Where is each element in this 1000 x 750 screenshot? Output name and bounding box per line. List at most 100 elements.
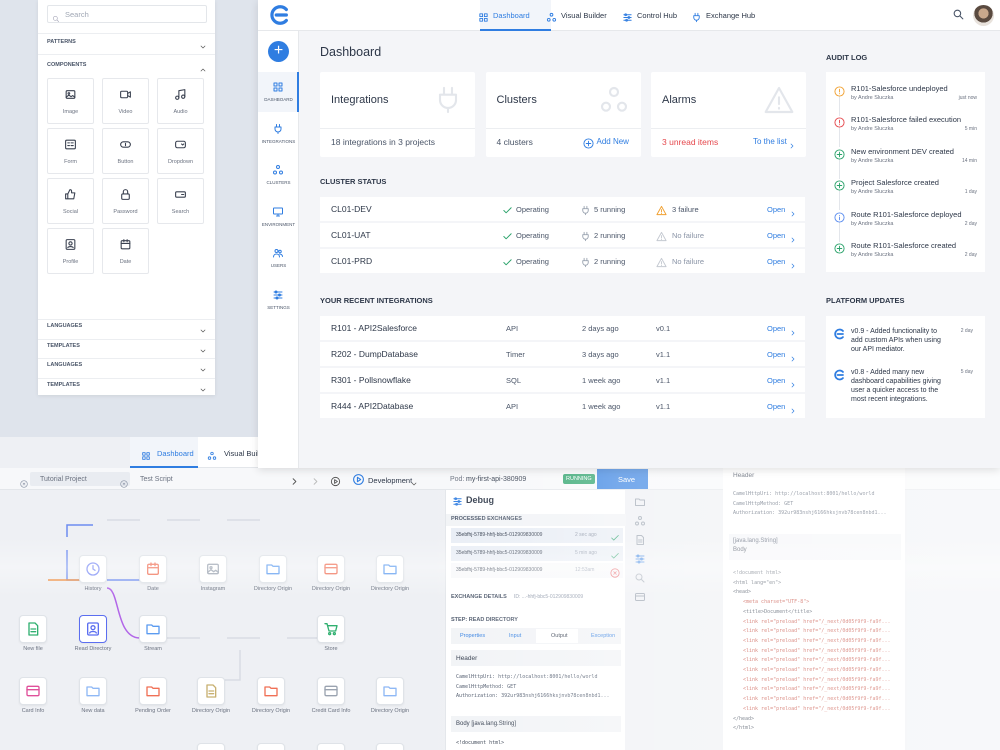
section-title[interactable]: PATTERNS — [47, 39, 76, 45]
component-tile[interactable] — [47, 178, 94, 224]
open-link[interactable]: Open — [767, 231, 786, 240]
nav-tab[interactable]: Exchange Hub — [706, 11, 756, 20]
open-link[interactable]: Open — [767, 376, 786, 385]
icon-part — [65, 239, 76, 250]
project-tab-label[interactable]: Test Script — [140, 476, 173, 483]
icon-part — [600, 86, 627, 112]
detail-tab[interactable]: Input — [509, 633, 522, 639]
icon-part — [834, 180, 845, 191]
icon-part — [635, 593, 645, 601]
nav-tab[interactable]: Dashboard — [493, 11, 530, 20]
icon-part — [26, 685, 40, 697]
section-title[interactable]: TEMPLATES — [47, 381, 80, 388]
icon-part — [278, 250, 282, 254]
node-icon — [323, 621, 339, 637]
search-placeholder: Search — [65, 10, 89, 19]
section-title[interactable]: LANGUAGES — [47, 362, 83, 368]
card-title: Integrations — [331, 94, 389, 106]
sidebar-icon — [272, 246, 284, 258]
icon-part — [834, 117, 845, 128]
icon-part — [610, 568, 620, 578]
failure-icon — [656, 203, 667, 216]
component-tile[interactable] — [157, 78, 204, 124]
logo — [268, 4, 290, 26]
code-line: <!document html> — [733, 570, 782, 576]
component-tile[interactable] — [157, 178, 204, 224]
component-tile[interactable] — [102, 228, 149, 274]
search-box[interactable] — [47, 5, 207, 23]
nav-tab[interactable]: Control Hub — [637, 11, 678, 20]
icon-part — [207, 456, 212, 460]
environment[interactable]: Development — [368, 476, 413, 485]
sidebar-label[interactable]: ENVIRONMENT — [261, 221, 296, 227]
audit-time: 5 min — [964, 126, 977, 133]
icon-part — [278, 293, 281, 297]
open-link[interactable]: Open — [767, 350, 786, 359]
icon-part — [353, 474, 364, 485]
detail-tab[interactable]: Exception — [591, 633, 616, 639]
card-link[interactable]: To the list — [753, 137, 787, 146]
section-title[interactable]: COMPONENTS — [47, 62, 87, 68]
builder-tab[interactable]: Dashboard — [157, 449, 194, 458]
code-line: <link rel="preload" href="/_next/0d05f9f… — [743, 696, 891, 703]
cluster-state: Operating — [516, 231, 549, 240]
avatar[interactable] — [973, 5, 994, 26]
open-link[interactable]: Open — [767, 402, 786, 411]
search-icon — [952, 8, 965, 21]
open-link[interactable]: Open — [767, 205, 786, 214]
caret — [199, 361, 207, 372]
open-link[interactable]: Open — [767, 324, 786, 333]
icon-part — [834, 212, 845, 223]
code-line: <meta charset="UTF-8"> — [743, 599, 810, 606]
icon-part — [582, 257, 589, 268]
detail-tab[interactable]: Output — [551, 633, 568, 639]
open-link[interactable]: Open — [767, 257, 786, 266]
icon-part — [383, 686, 397, 697]
icon-part — [65, 189, 76, 200]
icon-part — [791, 408, 795, 414]
icon-part — [479, 17, 484, 22]
component-icon — [119, 88, 132, 101]
component-tile[interactable] — [157, 128, 204, 174]
node-label: Directory Origin — [370, 708, 410, 714]
component-icon — [64, 138, 77, 151]
icon-part — [503, 233, 512, 240]
component-tile[interactable] — [102, 178, 149, 224]
component-tile[interactable] — [102, 128, 149, 174]
code-line: <link rel="preload" href="/_next/0d05f9f… — [743, 686, 891, 693]
sidebar-label[interactable]: SETTINGS — [267, 305, 290, 310]
icon-part — [638, 539, 643, 543]
icon-part — [273, 82, 283, 92]
section-title[interactable]: LANGUAGES — [47, 323, 83, 329]
icon-part — [834, 369, 844, 381]
audit-icon — [834, 84, 845, 97]
sidebar-label[interactable]: DASHBOARD — [264, 97, 293, 102]
icon-part — [270, 5, 288, 25]
project-tab-label[interactable]: Tutorial Project — [40, 476, 87, 483]
icon-part — [503, 207, 512, 214]
detail-tab[interactable]: Properties — [460, 633, 486, 639]
component-tile[interactable] — [47, 228, 94, 274]
component-label: Dropdown — [167, 159, 194, 165]
sidebar-label[interactable]: USERS — [270, 263, 287, 269]
component-tile[interactable] — [47, 128, 94, 174]
sidebar-label[interactable]: INTEGRATIONS — [261, 138, 296, 144]
add-button[interactable] — [268, 41, 289, 62]
integration-type: Timer — [506, 350, 525, 359]
section-title[interactable]: TEMPLATES — [47, 342, 80, 349]
card-text: 3 unread items — [662, 137, 719, 147]
component-tile[interactable] — [102, 78, 149, 124]
chevron — [789, 257, 797, 269]
integration-version: v0.1 — [656, 324, 671, 333]
sidebar-label[interactable]: CLUSTERS — [266, 180, 291, 186]
update-time: 2 day — [960, 328, 973, 334]
card-link[interactable]: Add New — [596, 137, 629, 146]
status-icon — [502, 255, 513, 266]
cluster-state: Operating — [516, 205, 549, 214]
component-tile[interactable] — [47, 78, 94, 124]
nav-tab[interactable]: Visual Builder — [561, 11, 607, 20]
node-label: Read Directory — [74, 646, 112, 652]
icon-part — [200, 349, 206, 352]
component-label: Button — [117, 159, 134, 165]
icon-part — [65, 90, 76, 99]
